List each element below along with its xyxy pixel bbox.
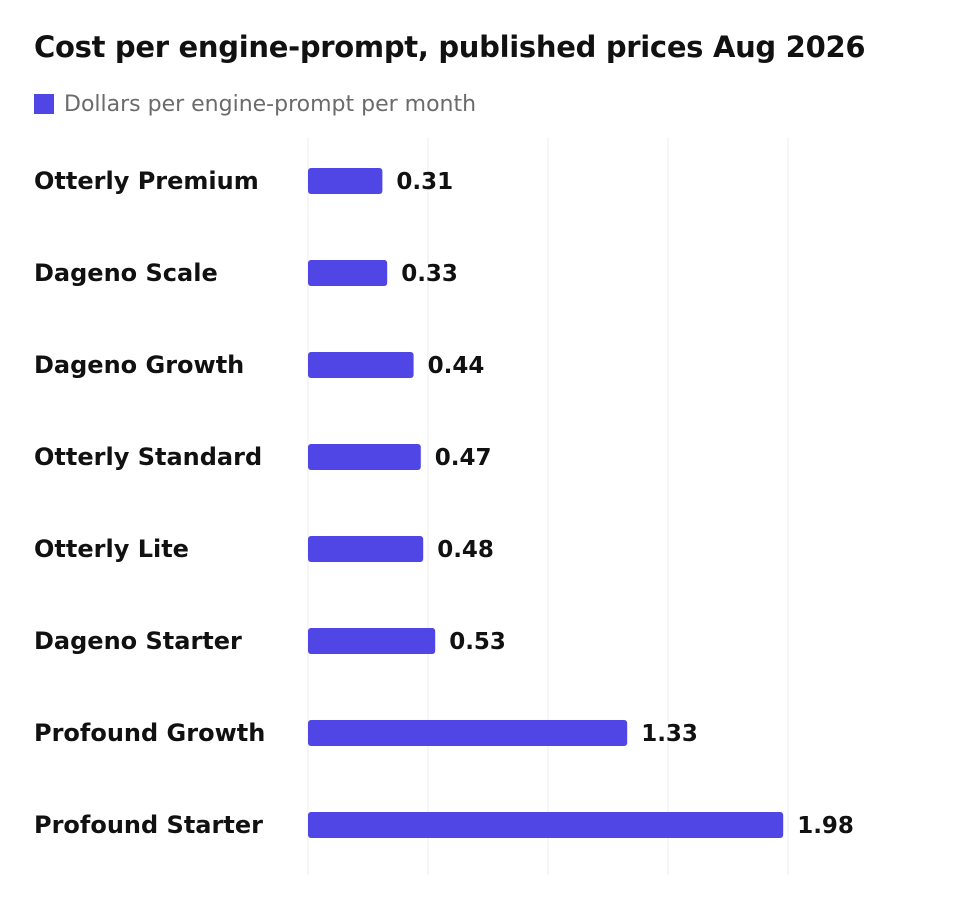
legend: Dollars per engine-prompt per month [34, 90, 476, 118]
bar [308, 444, 421, 470]
value-label: 0.44 [428, 353, 485, 379]
category-label: Dageno Scale [34, 259, 218, 287]
bar [308, 812, 784, 838]
bar [308, 536, 424, 562]
chart-title: Cost per engine-prompt, published prices… [34, 30, 866, 64]
value-label: 0.53 [449, 629, 506, 655]
category-label: Dageno Starter [34, 627, 242, 655]
value-label: 0.33 [401, 261, 458, 287]
value-label: 1.98 [797, 813, 854, 839]
bar [308, 628, 436, 654]
category-label: Otterly Standard [34, 443, 262, 471]
legend-label: Dollars per engine-prompt per month [64, 91, 477, 117]
value-label: 1.33 [641, 721, 698, 747]
category-label: Profound Growth [34, 719, 265, 747]
bar [308, 168, 383, 194]
bar [308, 352, 414, 378]
bar [308, 720, 628, 746]
legend-swatch [34, 94, 54, 114]
value-label: 0.47 [435, 445, 492, 471]
category-label: Profound Starter [34, 811, 263, 839]
category-label: Otterly Premium [34, 167, 259, 195]
value-label: 0.31 [396, 169, 453, 195]
category-label: Dageno Growth [34, 351, 244, 379]
bar [308, 260, 388, 286]
value-label: 0.48 [437, 537, 494, 563]
category-label: Otterly Lite [34, 535, 189, 563]
